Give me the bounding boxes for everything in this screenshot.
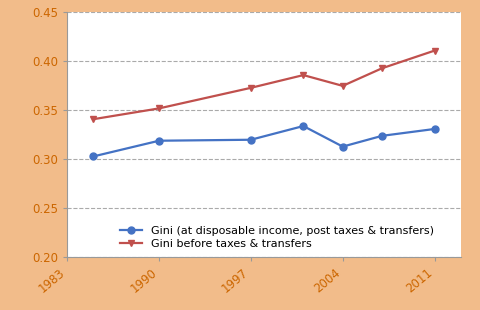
Gini before taxes & transfers: [379, 66, 385, 70]
Gini (at disposable income, post taxes & transfers): [432, 127, 437, 131]
Gini (at disposable income, post taxes & transfers): [300, 124, 306, 128]
Gini (at disposable income, post taxes & transfers): [91, 155, 96, 158]
Gini before taxes & transfers: [248, 86, 254, 90]
Gini before taxes & transfers: [91, 117, 96, 121]
Gini before taxes & transfers: [300, 73, 306, 77]
Line: Gini (at disposable income, post taxes & transfers): Gini (at disposable income, post taxes &…: [90, 122, 438, 160]
Gini before taxes & transfers: [156, 107, 162, 110]
Gini before taxes & transfers: [340, 84, 346, 88]
Line: Gini before taxes & transfers: Gini before taxes & transfers: [90, 47, 438, 123]
Gini (at disposable income, post taxes & transfers): [248, 138, 254, 142]
Gini before taxes & transfers: [432, 49, 437, 52]
Gini (at disposable income, post taxes & transfers): [156, 139, 162, 143]
Legend: Gini (at disposable income, post taxes & transfers), Gini before taxes & transfe: Gini (at disposable income, post taxes &…: [120, 226, 434, 249]
Gini (at disposable income, post taxes & transfers): [379, 134, 385, 138]
Gini (at disposable income, post taxes & transfers): [340, 145, 346, 148]
